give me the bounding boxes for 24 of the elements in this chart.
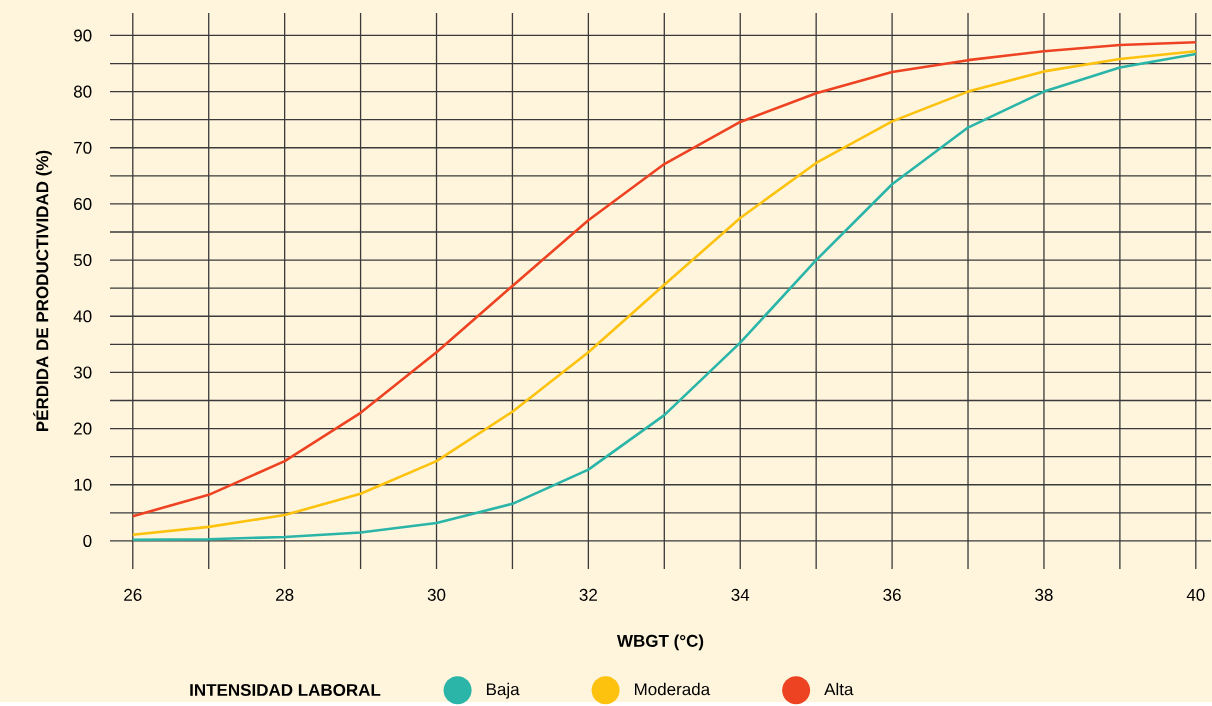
legend-label: Alta <box>824 682 854 696</box>
x-axis-title: WBGT (°C) <box>616 634 704 651</box>
legend-title: INTENSIDAD LABORAL <box>190 683 381 696</box>
x-tick-label: 34 <box>731 588 750 601</box>
y-tick-label: 30 <box>73 366 92 379</box>
legend-label: Baja <box>486 682 520 699</box>
y-tick-label: 50 <box>73 253 92 267</box>
y-tick-label: 10 <box>74 478 92 491</box>
y-tick-label: 0 <box>83 534 92 547</box>
y-tick-label: 20 <box>74 422 92 435</box>
x-tick-label: 38 <box>1035 588 1053 601</box>
y-tick-label: 80 <box>73 85 92 98</box>
legend-label: Moderada <box>634 682 711 696</box>
x-tick-label: 30 <box>427 588 446 601</box>
y-tick-label: 40 <box>73 310 92 323</box>
x-tick-label: 26 <box>124 588 142 601</box>
y-axis-title: PÉRDIDA DE PRODUCTIVIDAD (%) <box>33 150 52 431</box>
x-tick-label: 28 <box>276 588 294 601</box>
x-tick-label: 40 <box>1186 588 1205 601</box>
y-tick-label: 70 <box>74 141 92 154</box>
x-tick-label: 36 <box>883 588 901 601</box>
x-tick-label: 32 <box>579 588 597 601</box>
y-tick-label: 60 <box>74 197 92 210</box>
y-tick-label: 90 <box>74 29 92 42</box>
